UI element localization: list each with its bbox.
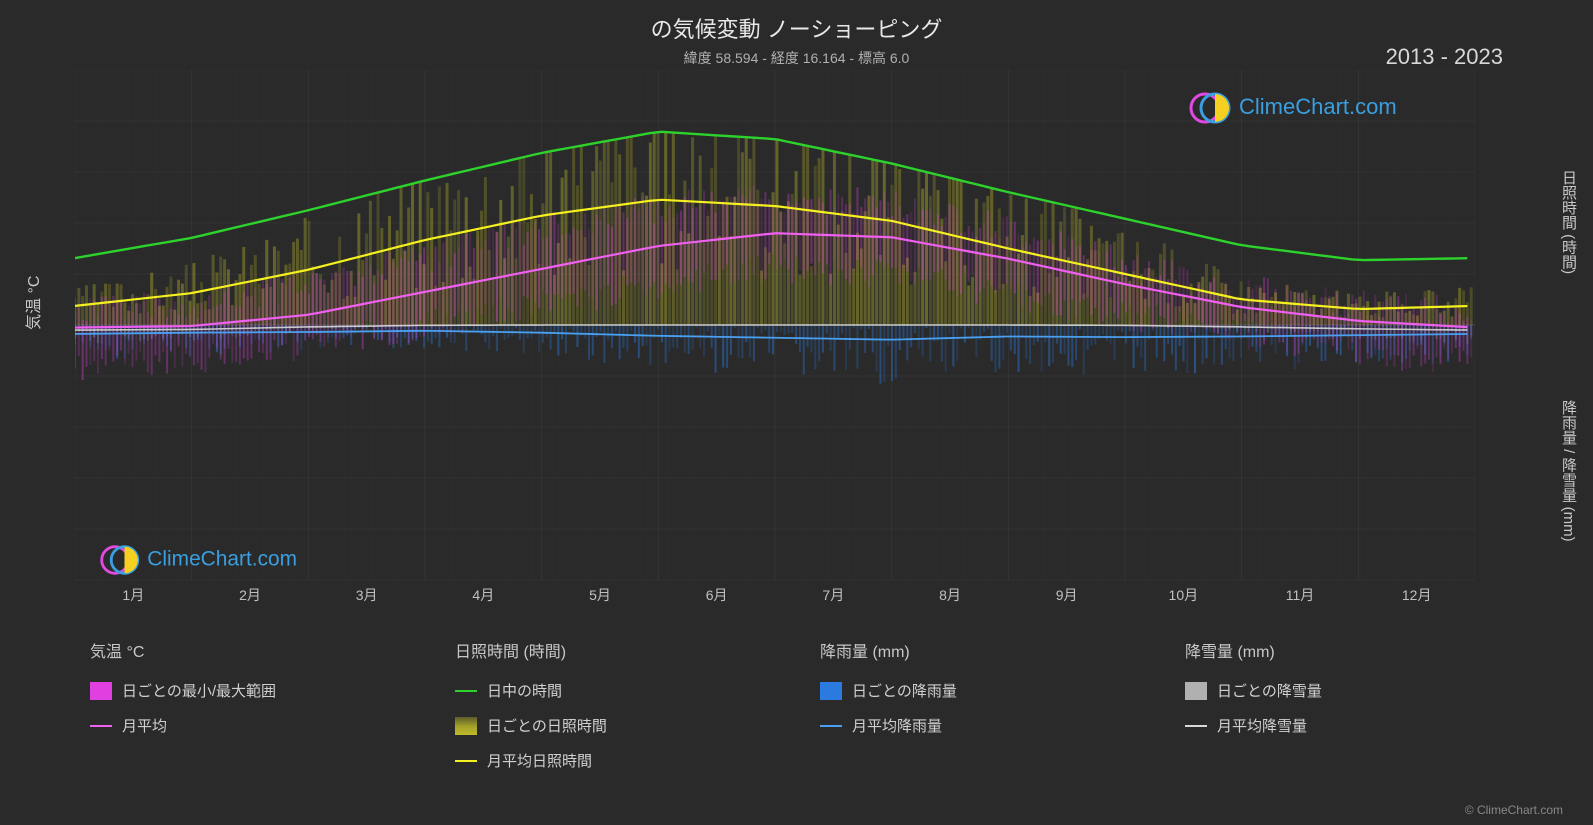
chart-area: 50403020100-10-20-30-40-5024181260102030… [75, 70, 1475, 610]
legend-swatch [455, 717, 477, 735]
legend-label: 日ごとの降雪量 [1217, 680, 1322, 701]
legend-swatch [820, 682, 842, 700]
y-right-axis-label-top: 日照時間 (時間) [1558, 170, 1579, 274]
svg-text:12月: 12月 [1402, 587, 1432, 603]
legend-item: 日ごとの降雪量 [1185, 680, 1490, 701]
legend-item: 月平均日照時間 [455, 750, 760, 771]
legend-col-temp: 気温 °C 日ごとの最小/最大範囲月平均 [90, 638, 395, 785]
legend-header: 降雪量 (mm) [1185, 638, 1490, 662]
page-title: の気候変動 ノーショーピング [0, 0, 1593, 44]
svg-text:3月: 3月 [356, 587, 378, 603]
svg-text:1月: 1月 [122, 587, 144, 603]
legend-swatch [1185, 725, 1207, 727]
year-range: 2013 - 2023 [1386, 44, 1503, 70]
legend-item: 月平均降雨量 [820, 715, 1125, 736]
legend-item: 月平均 [90, 715, 395, 736]
svg-text:ClimeChart.com: ClimeChart.com [147, 548, 297, 571]
page-subtitle: 緯度 58.594 - 経度 16.164 - 標高 6.0 [0, 48, 1593, 68]
legend-col-sun: 日照時間 (時間) 日中の時間日ごとの日照時間月平均日照時間 [455, 638, 760, 785]
legend-item: 日ごとの最小/最大範囲 [90, 680, 395, 701]
legend-label: 月平均 [122, 715, 167, 736]
svg-text:5月: 5月 [589, 587, 611, 603]
svg-text:6月: 6月 [706, 587, 728, 603]
legend-label: 日ごとの最小/最大範囲 [122, 680, 276, 701]
svg-text:10月: 10月 [1169, 587, 1199, 603]
legend-item: 月平均降雪量 [1185, 715, 1490, 736]
legend-item: 日中の時間 [455, 680, 760, 701]
legend-header: 降雨量 (mm) [820, 638, 1125, 662]
svg-text:ClimeChart.com: ClimeChart.com [1239, 94, 1397, 119]
legend-label: 日ごとの日照時間 [487, 715, 607, 736]
svg-text:4月: 4月 [472, 587, 494, 603]
legend-label: 月平均降雨量 [852, 715, 942, 736]
legend-swatch [455, 760, 477, 762]
legend-item: 日ごとの降雨量 [820, 680, 1125, 701]
svg-text:9月: 9月 [1056, 587, 1078, 603]
svg-text:2月: 2月 [239, 587, 261, 603]
legend-label: 月平均降雪量 [1217, 715, 1307, 736]
y-right-axis-label-bottom: 降雨量 / 降雪量 (mm) [1558, 400, 1579, 542]
legend-swatch [820, 725, 842, 727]
chart-svg: 50403020100-10-20-30-40-5024181260102030… [75, 70, 1475, 610]
credit-text: © ClimeChart.com [1465, 803, 1563, 817]
legend-item: 日ごとの日照時間 [455, 715, 760, 736]
legend-header: 気温 °C [90, 638, 395, 662]
legend-label: 日中の時間 [487, 680, 562, 701]
y-left-axis-label: 気温 °C [20, 276, 44, 330]
svg-text:8月: 8月 [939, 587, 961, 603]
legend-label: 月平均日照時間 [487, 750, 592, 771]
legend: 気温 °C 日ごとの最小/最大範囲月平均 日照時間 (時間) 日中の時間日ごとの… [90, 638, 1490, 785]
legend-header: 日照時間 (時間) [455, 638, 760, 662]
legend-swatch [1185, 682, 1207, 700]
svg-text:7月: 7月 [822, 587, 844, 603]
legend-col-rain: 降雨量 (mm) 日ごとの降雨量月平均降雨量 [820, 638, 1125, 785]
legend-swatch [455, 690, 477, 692]
legend-label: 日ごとの降雨量 [852, 680, 957, 701]
legend-col-snow: 降雪量 (mm) 日ごとの降雪量月平均降雪量 [1185, 638, 1490, 785]
svg-text:11月: 11月 [1286, 587, 1315, 603]
legend-swatch [90, 682, 112, 700]
legend-swatch [90, 725, 112, 727]
